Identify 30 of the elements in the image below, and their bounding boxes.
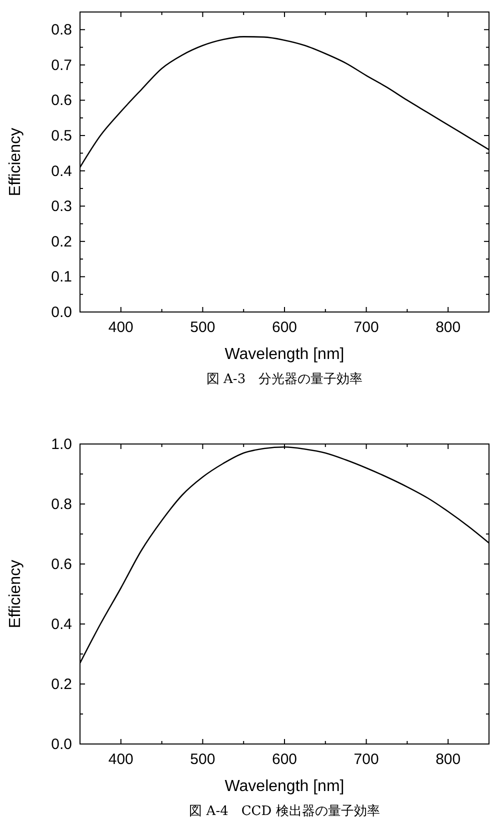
- x-tick-label: 500: [190, 319, 216, 336]
- y-tick-label: 0.4: [51, 162, 72, 180]
- y-tick-label: 0.4: [51, 616, 72, 633]
- text: 図 A-4 CCD 検出器の量子効率: [189, 803, 380, 819]
- x-tick-label: 400: [108, 751, 134, 768]
- x-tick-label: 400: [108, 319, 134, 336]
- y-tick-label: 0.5: [51, 128, 72, 145]
- y-tick-label: 0.3: [51, 198, 72, 216]
- x-tick-label: 700: [354, 319, 379, 336]
- y-tick-label: 0.7: [51, 56, 72, 74]
- y-axis-title: Efficiency: [7, 560, 24, 628]
- x-tick-label: 800: [436, 319, 461, 336]
- y-tick-label: 0.8: [51, 496, 72, 513]
- y-tick-label: 0.8: [51, 22, 72, 39]
- y-axis-title: Efficiency: [7, 128, 24, 196]
- y-tick-label: 0.2: [51, 676, 72, 693]
- x-tick-label: 600: [272, 319, 298, 336]
- x-axis-title: Wavelength [nm]: [224, 778, 344, 795]
- y-tick-label: 0.1: [51, 268, 72, 286]
- y-tick-label: 0.0: [51, 736, 72, 753]
- y-tick-label: 0.6: [51, 92, 72, 110]
- y-tick-label: 0.2: [51, 233, 72, 250]
- x-tick-label: 800: [436, 751, 461, 768]
- x-tick-label: 700: [354, 751, 379, 768]
- x-tick-label: 600: [272, 751, 298, 768]
- y-tick-label: 0.6: [51, 556, 72, 573]
- x-tick-label: 500: [190, 751, 216, 768]
- y-tick-label: 1.0: [51, 436, 72, 453]
- x-axis-title: Wavelength [nm]: [224, 346, 344, 363]
- text: 図 A-3 分光器の量子効率: [206, 371, 363, 387]
